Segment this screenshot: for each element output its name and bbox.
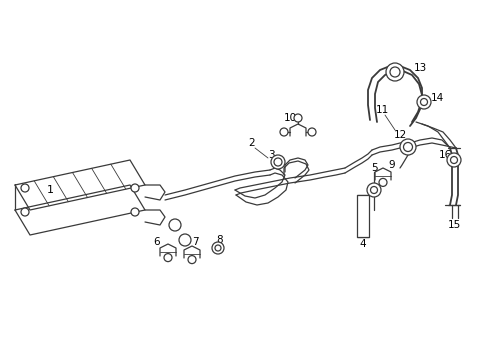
Circle shape [188, 256, 196, 264]
Circle shape [179, 234, 191, 246]
Circle shape [403, 143, 413, 152]
Text: 15: 15 [447, 220, 461, 230]
Circle shape [212, 242, 224, 254]
Text: 16: 16 [439, 150, 452, 160]
Text: 12: 12 [393, 130, 407, 140]
Circle shape [274, 158, 282, 166]
Circle shape [386, 63, 404, 81]
Circle shape [294, 114, 302, 122]
Text: 7: 7 [192, 237, 198, 247]
Text: 10: 10 [283, 113, 296, 123]
Circle shape [420, 99, 427, 105]
Circle shape [400, 139, 416, 155]
Text: 9: 9 [389, 160, 395, 170]
Circle shape [131, 184, 139, 192]
Text: 5: 5 [371, 163, 377, 173]
Text: 13: 13 [414, 63, 427, 73]
Circle shape [131, 208, 139, 216]
Circle shape [308, 128, 316, 136]
Circle shape [417, 95, 431, 109]
Circle shape [367, 183, 381, 197]
Text: 11: 11 [375, 105, 389, 115]
Circle shape [390, 67, 400, 77]
Text: 3: 3 [268, 150, 274, 160]
Circle shape [447, 153, 461, 167]
Circle shape [21, 184, 29, 192]
Text: 14: 14 [430, 93, 443, 103]
Text: 4: 4 [360, 239, 367, 249]
Circle shape [450, 157, 458, 163]
Circle shape [164, 253, 172, 262]
Circle shape [271, 155, 285, 169]
Circle shape [379, 179, 387, 186]
Text: 6: 6 [154, 237, 160, 247]
Circle shape [280, 128, 288, 136]
Text: 1: 1 [47, 185, 53, 195]
Bar [357, 195, 369, 237]
Circle shape [169, 219, 181, 231]
Circle shape [215, 245, 221, 251]
Circle shape [370, 186, 377, 194]
Text: 8: 8 [217, 235, 223, 245]
Circle shape [21, 208, 29, 216]
Text: 2: 2 [249, 138, 255, 148]
